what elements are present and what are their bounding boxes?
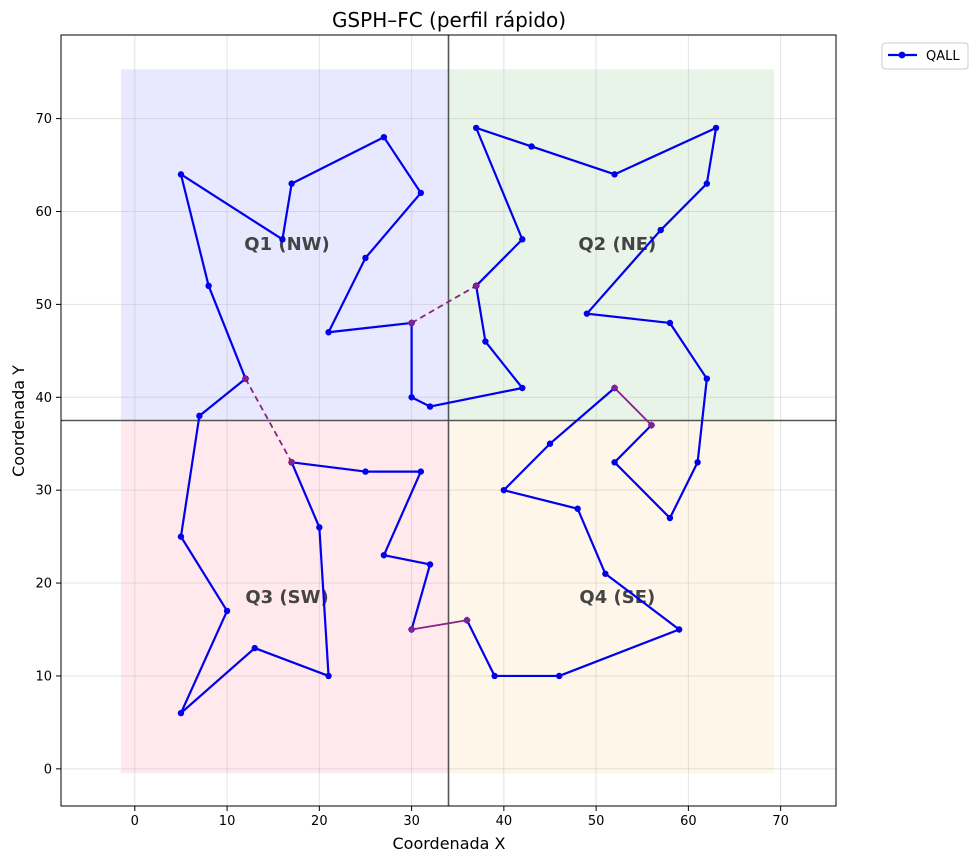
connector-endpoint (407, 625, 416, 634)
x-tick-label: 20 (311, 814, 328, 829)
quadrant-region-3 (120, 420, 449, 774)
route-point (491, 672, 498, 680)
x-axis-label: Coordenada X (393, 834, 506, 853)
chart-title: GSPH–FC (perfil rápido) (332, 8, 566, 32)
route-point (380, 551, 388, 559)
y-tick-label: 20 (35, 577, 52, 592)
route-point (417, 189, 425, 197)
route-point (675, 626, 683, 633)
y-tick-label: 10 (35, 669, 52, 684)
legend-entry: QALL (926, 49, 960, 64)
route-point (325, 672, 332, 680)
y-tick-label: 60 (35, 205, 52, 220)
connector-line-4 (613, 387, 653, 426)
x-tick-label: 30 (403, 814, 420, 829)
route-point (325, 329, 332, 336)
quadrant-region-4 (448, 420, 775, 774)
route-segment-4 (291, 461, 432, 630)
connector-endpoint (287, 458, 296, 467)
route-point (472, 124, 480, 132)
route-point (602, 570, 609, 577)
quadrant-label-2: Q2 (NE) (578, 234, 656, 255)
connector-line-1 (244, 378, 293, 463)
plot-area: Q1 (NW) Q2 (NE) Q3 (SW) Q4 (SE) 0 0 10 10 20 20 30… (35, 34, 837, 829)
route-point (703, 375, 711, 382)
connector-line-3 (411, 619, 468, 631)
connector-endpoint (241, 374, 250, 383)
route-point (528, 143, 535, 150)
route-point (177, 533, 185, 540)
quadrant-label-4: Q4 (SE) (579, 587, 655, 608)
connector-endpoint (647, 421, 656, 429)
quadrant-label-3: Q3 (SW) (245, 587, 328, 608)
route-point (316, 524, 323, 531)
route-point (482, 338, 489, 345)
route-point (223, 607, 231, 615)
y-tick-label: 0 (44, 762, 52, 777)
route-point (362, 468, 369, 475)
x-tick-label: 0 (131, 814, 139, 829)
route-point (417, 468, 425, 475)
y-tick-label: 50 (35, 298, 52, 313)
route-point (546, 440, 554, 447)
y-tick-label: 70 (35, 112, 52, 127)
route-point (251, 644, 258, 652)
connector-line-2 (411, 285, 477, 324)
route-point (666, 319, 674, 327)
route-segment-3 (179, 136, 422, 380)
route-point (205, 282, 212, 290)
route-point (574, 505, 581, 512)
route-point (426, 403, 434, 410)
x-tick-label: 40 (496, 814, 513, 829)
route-point (426, 561, 434, 568)
legend-frame (881, 42, 969, 70)
quadrant-label-1: Q1 (NW) (244, 234, 329, 255)
route-point (703, 180, 711, 187)
axes-frame (60, 34, 837, 807)
route-point (666, 514, 674, 522)
route-point (694, 459, 701, 466)
route-point (583, 310, 591, 317)
route-point (611, 171, 618, 178)
route-segment-2 (410, 285, 524, 408)
connector-endpoint (472, 282, 480, 290)
y-axis-label: Coordenada Y (9, 365, 28, 477)
y-tick-label: 30 (35, 484, 52, 499)
x-tick-label: 70 (772, 814, 789, 829)
route-point (611, 459, 618, 466)
quadrant-region-1 (120, 69, 449, 421)
connector-endpoint (407, 319, 416, 327)
route-point (279, 236, 286, 243)
route-point (177, 709, 185, 717)
x-tick-label: 10 (219, 814, 236, 829)
legend: QALL (881, 42, 969, 70)
y-tick-label: 40 (35, 391, 52, 406)
connector-endpoint (463, 616, 471, 625)
route-point (408, 394, 415, 401)
route-point (380, 133, 388, 141)
route-point (177, 171, 185, 178)
x-tick-label: 50 (588, 814, 605, 829)
route-point (519, 236, 526, 243)
legend-point-marker (898, 51, 906, 59)
route-point (657, 226, 664, 234)
route-point (362, 254, 369, 262)
route-point (500, 486, 508, 494)
route-point (288, 180, 295, 187)
route-point (556, 672, 563, 680)
route-point (196, 412, 203, 420)
connector-endpoint (610, 384, 619, 392)
route-point (712, 124, 720, 132)
x-tick-label: 60 (680, 814, 697, 829)
route-point (519, 384, 526, 392)
